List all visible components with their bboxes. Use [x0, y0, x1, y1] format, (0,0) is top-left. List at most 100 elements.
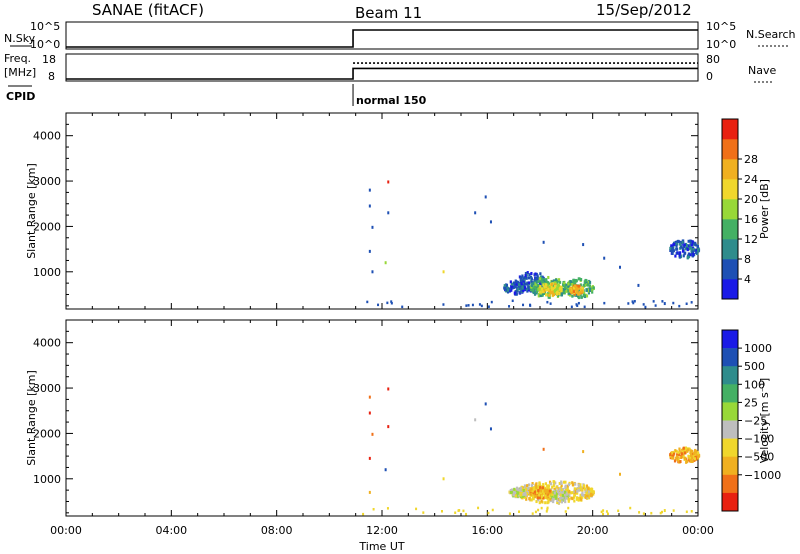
power-cell [537, 287, 540, 291]
power-cell [581, 288, 584, 292]
velocity-cell [519, 486, 522, 490]
velocity-cell [676, 453, 679, 457]
power-cell [510, 288, 513, 292]
velocity-cell [537, 484, 540, 488]
power-noise [672, 301, 675, 305]
power-cell [532, 291, 535, 295]
power-noise [522, 303, 525, 307]
velocity-cell [682, 455, 685, 459]
power-colorbar-tick-label: 8 [744, 253, 751, 266]
velocity-cell [563, 493, 566, 497]
velocity-cell [544, 501, 547, 505]
velocity-cell [551, 485, 554, 489]
power-cell [537, 279, 540, 283]
power-cell [519, 279, 522, 283]
power-cell [527, 281, 531, 285]
power-colorbar-tick-label: 24 [744, 173, 758, 186]
velocity-colorbar-label: Velocity [m s⁻¹] [758, 378, 771, 463]
power-noise [642, 303, 645, 306]
velocity-colorbar-swatch [722, 456, 738, 476]
velocity-cell [587, 495, 590, 499]
velocity-xlabel: Time UT [358, 540, 404, 553]
velocity-cell [693, 457, 697, 461]
velocity-cell [544, 482, 547, 486]
velocity-cell [521, 494, 524, 498]
nsky-tick-bottom: 10^0 [30, 38, 60, 51]
power-cell [514, 279, 517, 283]
velocity-colorbar-swatch [722, 492, 738, 512]
power-noise [685, 302, 688, 306]
velocity-cell [692, 455, 695, 459]
power-noise [661, 300, 664, 303]
freq-series-line [66, 67, 698, 80]
velocity-cell [515, 490, 518, 494]
velocity-noise [605, 510, 608, 513]
power-noise [577, 301, 580, 305]
power-cell [571, 294, 574, 298]
velocity-cell [590, 493, 594, 497]
power-cell [540, 287, 543, 291]
power-cell [679, 240, 682, 244]
velocity-cell [560, 484, 563, 488]
power-cell [560, 293, 564, 297]
power-cell [684, 247, 687, 251]
nave-tick-bottom: 0 [706, 70, 713, 83]
power-cell [542, 283, 545, 287]
velocity-cell [517, 487, 520, 491]
velocity-xtick-label: 12:00 [366, 524, 398, 537]
velocity-noise [685, 510, 688, 514]
power-cell [533, 292, 537, 296]
power-ytick-label: 1000 [33, 266, 61, 279]
velocity-cell [514, 488, 517, 492]
velocity-noise [629, 506, 632, 510]
velocity-noise [415, 507, 418, 511]
power-cell [696, 245, 699, 249]
velocity-cell [571, 481, 574, 485]
velocity-colorbar-tick-label: 500 [744, 360, 765, 373]
velocity-cell [689, 455, 692, 459]
velocity-cell [556, 501, 559, 505]
power-cell [555, 291, 558, 295]
power-cell [523, 276, 526, 280]
velocity-cell [568, 490, 571, 494]
velocity-cell [540, 496, 543, 500]
power-cell [697, 247, 700, 251]
power-point [663, 302, 666, 306]
velocity-cell [695, 454, 699, 458]
velocity-cell [676, 458, 679, 462]
power-cell [574, 281, 577, 285]
power-colorbar-frame [721, 118, 739, 300]
velocity-cell [677, 457, 680, 461]
power-noise [678, 304, 681, 308]
power-colorbar-tick-label: 20 [744, 193, 758, 206]
velocity-cell [561, 496, 564, 500]
power-cell [588, 280, 592, 284]
power-cell [589, 288, 592, 292]
power-cell [530, 283, 534, 287]
power-point [603, 256, 606, 260]
power-cell [530, 285, 533, 289]
velocity-cell [561, 487, 565, 491]
power-colorbar-swatch [722, 139, 738, 160]
power-cell [687, 252, 691, 256]
power-cell [579, 278, 583, 282]
velocity-cell [527, 483, 531, 487]
power-cell [671, 248, 674, 252]
power-cell [533, 290, 536, 294]
power-noise [633, 300, 636, 303]
velocity-noise [564, 510, 567, 513]
power-cell [545, 288, 548, 292]
power-cell [509, 280, 512, 284]
velocity-cell [697, 454, 701, 458]
velocity-cell [536, 491, 539, 495]
power-cell [669, 248, 672, 252]
power-cell [680, 245, 683, 249]
velocity-cell [691, 453, 694, 457]
power-cell [505, 288, 508, 292]
power-point [387, 180, 390, 184]
velocity-cell [532, 491, 535, 495]
power-cell [689, 253, 692, 257]
velocity-cell [565, 492, 568, 496]
velocity-cell [557, 490, 560, 494]
